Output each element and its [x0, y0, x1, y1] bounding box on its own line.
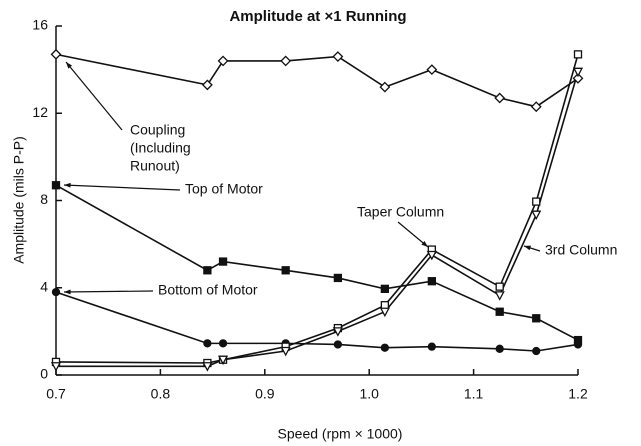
- series-line: [55, 54, 579, 364]
- marker: [530, 101, 542, 113]
- x-tick-label: 1.0: [359, 386, 379, 402]
- marker: [380, 343, 390, 352]
- arrow-head: [64, 182, 71, 188]
- marker: [495, 307, 504, 316]
- marker: [51, 287, 61, 297]
- x-axis-label: Speed (rpm × 1000): [278, 426, 403, 442]
- marker: [332, 51, 344, 62]
- annotation-arrow: [63, 184, 181, 191]
- series-line: [55, 53, 579, 108]
- marker: [50, 48, 62, 60]
- arrow-head: [524, 245, 531, 251]
- marker: [217, 55, 229, 67]
- series-label: Taper Column: [357, 204, 444, 220]
- marker: [426, 250, 437, 261]
- x-tick-label: 0.9: [255, 386, 275, 402]
- marker: [495, 282, 504, 291]
- arrow-head: [421, 240, 428, 247]
- marker: [218, 257, 228, 266]
- x-tick-label: 0.7: [46, 386, 66, 402]
- marker: [51, 181, 61, 190]
- chart-title: Amplitude at ×1 Running: [229, 8, 406, 25]
- marker: [572, 72, 584, 84]
- marker: [572, 67, 584, 78]
- marker: [532, 346, 541, 356]
- marker: [333, 273, 343, 283]
- marker: [426, 64, 438, 76]
- series-label: Coupling: [130, 122, 185, 138]
- series-line: [55, 291, 579, 352]
- marker: [494, 291, 505, 301]
- marker: [332, 327, 343, 337]
- marker: [531, 210, 542, 221]
- marker: [50, 362, 62, 372]
- marker: [573, 340, 583, 349]
- series-label: (Including: [130, 140, 191, 156]
- marker: [573, 50, 583, 59]
- marker: [280, 55, 292, 67]
- series-label: Runout): [130, 158, 180, 174]
- y-tick-label: 8: [40, 191, 48, 207]
- marker: [280, 346, 291, 357]
- y-axis-label: Amplitude (mils P-P): [11, 136, 27, 264]
- x-tick-label: 1.1: [464, 386, 484, 402]
- marker: [532, 314, 541, 323]
- marker: [201, 79, 213, 91]
- marker: [218, 339, 228, 348]
- annotation-arrow: [63, 290, 154, 293]
- x-tick-label: 1.2: [568, 386, 588, 402]
- annotation-arrow: [65, 61, 123, 131]
- marker: [532, 197, 541, 206]
- x-tick-label: 0.8: [151, 386, 171, 402]
- arrow-head: [66, 62, 73, 69]
- series-line: [56, 71, 579, 368]
- marker: [203, 339, 212, 348]
- marker: [494, 92, 506, 104]
- series-label: 3rd Column: [545, 242, 617, 258]
- y-tick-label: 0: [40, 366, 48, 382]
- y-tick-label: 16: [32, 17, 48, 33]
- marker: [281, 266, 290, 275]
- marker: [217, 355, 229, 366]
- marker: [202, 362, 213, 372]
- y-tick-label: 4: [40, 278, 48, 294]
- marker: [427, 277, 436, 286]
- marker: [495, 344, 504, 353]
- series-label: Top of Motor: [185, 181, 263, 197]
- marker: [427, 342, 436, 351]
- marker: [333, 340, 343, 349]
- marker: [203, 266, 212, 275]
- series-label: Bottom of Motor: [158, 282, 258, 298]
- y-tick-label: 12: [32, 104, 48, 120]
- marker: [379, 307, 390, 318]
- marker: [379, 81, 391, 93]
- series-line: [55, 184, 579, 341]
- arrow-head: [64, 289, 71, 295]
- marker: [380, 284, 390, 293]
